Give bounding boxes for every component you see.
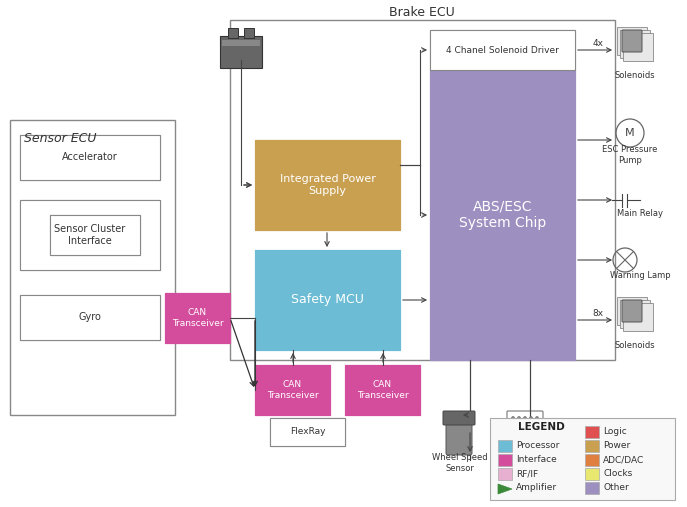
Bar [585, 454, 599, 466]
Text: Gyro: Gyro [78, 312, 102, 322]
Bar [50, 215, 140, 255]
Bar [345, 365, 420, 415]
Text: ESC Pressure
Pump: ESC Pressure Pump [602, 146, 657, 165]
Bar [617, 297, 647, 325]
Bar [255, 250, 400, 350]
Bar [230, 20, 615, 360]
Circle shape [523, 421, 526, 424]
FancyBboxPatch shape [446, 416, 472, 455]
Text: Safety MCU: Safety MCU [291, 294, 364, 307]
Text: Logic: Logic [603, 427, 627, 437]
Bar [255, 140, 400, 230]
Circle shape [535, 416, 539, 419]
Text: Solenoids: Solenoids [615, 70, 655, 80]
Bar [165, 293, 230, 343]
Text: Interface: Interface [516, 455, 556, 464]
FancyBboxPatch shape [443, 411, 475, 425]
Text: Sensor Cluster
Interface: Sensor Cluster Interface [54, 224, 126, 246]
Text: Brake ECU: Brake ECU [389, 6, 455, 18]
Bar [20, 200, 160, 270]
Bar [20, 135, 160, 180]
Bar [20, 200, 160, 270]
Text: CAN
Transceiver: CAN Transceiver [267, 380, 318, 400]
Text: 4 Chanel Solenoid Driver: 4 Chanel Solenoid Driver [446, 46, 559, 54]
Bar [255, 365, 330, 415]
Bar [585, 440, 599, 452]
Text: CAN
Transceiver: CAN Transceiver [357, 380, 408, 400]
Text: 8x: 8x [592, 308, 604, 317]
Text: Power: Power [603, 442, 630, 451]
Bar [228, 28, 238, 38]
Text: Warning Lamp: Warning Lamp [609, 271, 671, 279]
Text: Sensor ECU: Sensor ECU [24, 131, 96, 144]
FancyBboxPatch shape [622, 30, 642, 52]
Bar [255, 140, 400, 230]
Bar [20, 295, 160, 340]
Bar [585, 468, 599, 480]
Bar [430, 30, 575, 70]
Circle shape [535, 426, 539, 429]
Bar [430, 30, 575, 70]
Bar [20, 295, 160, 340]
Text: Amplifier: Amplifier [516, 484, 557, 492]
Bar [255, 365, 330, 415]
Circle shape [535, 421, 539, 424]
Bar [244, 28, 254, 38]
Text: Wheel Speed
Sensor: Wheel Speed Sensor [432, 453, 488, 473]
Text: Processor: Processor [516, 442, 559, 451]
Bar [620, 300, 650, 328]
Bar [585, 482, 599, 494]
Bar [270, 418, 345, 446]
Text: Accelerator: Accelerator [62, 153, 118, 163]
Bar [255, 250, 400, 350]
Circle shape [517, 426, 521, 429]
Text: Solenoids: Solenoids [615, 341, 655, 349]
Bar [10, 120, 175, 415]
Bar [50, 215, 140, 255]
Circle shape [530, 416, 532, 419]
Bar [623, 33, 653, 61]
Circle shape [512, 421, 515, 424]
Bar [585, 426, 599, 438]
Circle shape [512, 426, 515, 429]
Bar [620, 30, 650, 58]
Bar [220, 36, 262, 68]
Bar [430, 70, 575, 360]
Text: Integrated Power
Supply: Integrated Power Supply [280, 174, 375, 196]
Bar [20, 135, 160, 180]
Text: Clocks: Clocks [603, 469, 632, 479]
Bar [430, 70, 575, 360]
FancyBboxPatch shape [622, 300, 642, 322]
Bar [623, 303, 653, 331]
Circle shape [517, 421, 521, 424]
Bar [498, 454, 512, 466]
Text: LEGEND: LEGEND [518, 422, 565, 432]
Circle shape [530, 426, 532, 429]
Bar [222, 40, 260, 46]
Bar [270, 418, 345, 446]
Circle shape [523, 416, 526, 419]
Text: CAN
Transceiver: CAN Transceiver [172, 308, 223, 328]
Text: K Line
Diagnostics: K Line Diagnostics [501, 436, 550, 455]
Bar [498, 440, 512, 452]
Text: M: M [625, 128, 635, 138]
Bar [345, 365, 420, 415]
Circle shape [523, 426, 526, 429]
Text: Other: Other [603, 484, 629, 492]
Circle shape [517, 416, 521, 419]
Text: ABS/ESC
System Chip: ABS/ESC System Chip [459, 200, 546, 230]
Bar [490, 418, 675, 500]
Text: FlexRay: FlexRay [290, 427, 325, 437]
Circle shape [530, 421, 532, 424]
Bar [498, 468, 512, 480]
Polygon shape [498, 484, 512, 494]
Circle shape [512, 416, 515, 419]
Bar [617, 27, 647, 55]
Text: ADC/DAC: ADC/DAC [603, 455, 644, 464]
Text: 4x: 4x [592, 39, 603, 48]
Text: Main Relay: Main Relay [617, 208, 663, 218]
Bar [165, 293, 230, 343]
Text: RF/IF: RF/IF [516, 469, 538, 479]
